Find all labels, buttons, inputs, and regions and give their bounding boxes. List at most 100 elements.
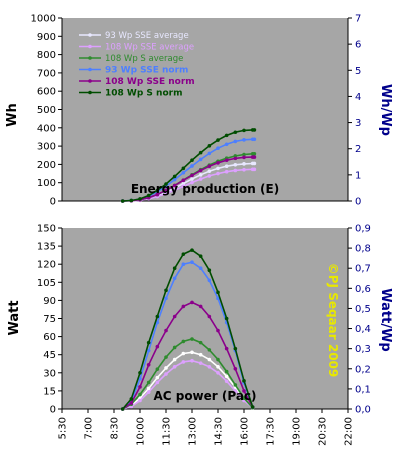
power-right-tick-label: 0,6 [355,284,371,295]
energy-point-108-wp-sse-norm [216,161,220,165]
power-x-tick-label: 7:00 [84,417,95,439]
power-series-93-wp-sse-average [122,351,254,410]
power-point-108-wp-s-norm [129,397,134,401]
power-x-tick-label: 14:30 [214,417,225,446]
energy-point-93-wp-sse-norm [181,170,186,175]
power-point-108-wp-s-average [198,340,203,345]
power-point-108-wp-s-average [146,380,151,385]
legend-label-108-wp-sse-norm: 108 Wp SSE norm [105,77,195,87]
energy-right-tick-label: 4 [355,92,361,103]
power-point-108-wp-sse-average [233,389,238,393]
power-point-93-wp-sse-norm [146,348,151,353]
energy-point-108-wp-sse-average [207,174,212,178]
energy-point-93-wp-sse-norm [242,138,246,142]
energy-y2label: Wh/Wp [378,84,393,136]
power-series-93-wp-sse-norm [122,261,254,410]
power-point-108-wp-s-average [155,367,160,371]
power-point-108-wp-s-norm [120,407,125,411]
power-series [120,248,255,411]
power-right-tick-label: 0,9 [355,224,371,235]
power-point-108-wp-s-norm [233,346,238,351]
power-point-93-wp-sse-average [155,375,160,380]
power-left-tick-label: 60 [43,332,56,343]
power-x-tick-label: 19:00 [292,417,303,446]
power-point-108-wp-sse-norm [216,328,220,333]
power-point-108-wp-s-average [233,383,238,387]
power-left-tick-label: 135 [37,242,56,253]
power-point-93-wp-sse-average [198,352,203,357]
power-left-tick-label: 45 [43,350,56,361]
power-point-93-wp-sse-average [181,351,186,356]
power-point-108-wp-sse-average [164,372,168,376]
legend-label-93-wp-sse-average: 93 Wp SSE average [105,31,189,41]
power-right-tick-label: 0,1 [355,384,371,395]
power-x-tick-label: 16:00 [240,417,251,446]
power-point-108-wp-sse-average [224,379,229,384]
power-right-ticks: 0,0 0,1 0,2 0,3 0,4 0,5 0,6 0,7 0,8 0,9 [348,224,371,416]
power-right-tick-label: 0,2 [355,364,371,375]
energy-left-tick-label: 500 [37,105,56,116]
power-point-108-wp-sse-average [190,358,194,363]
power-point-108-wp-s-average [164,355,168,359]
power-point-108-wp-sse-norm [146,362,151,367]
energy-point-93-wp-sse-norm [190,164,194,168]
energy-point-108-wp-sse-average [164,191,168,196]
power-point-108-wp-sse-norm [198,304,203,309]
power-right-tick-label: 0,3 [355,344,371,355]
power-point-108-wp-s-average [224,369,229,374]
energy-point-93-wp-sse-average [233,162,238,167]
energy-point-108-wp-sse-average [172,188,177,193]
energy-point-108-wp-s-norm [120,199,125,203]
power-point-108-wp-s-norm [207,268,212,273]
power-point-108-wp-sse-average [146,390,151,394]
power-point-108-wp-sse-norm [172,314,177,319]
power-point-108-wp-s-average [216,357,220,362]
energy-point-108-wp-s-norm [252,128,257,132]
energy-point-93-wp-sse-average [181,181,186,186]
power-left-ticks: 0 15 30 45 60 75 90 105 120 135 150 [37,224,62,416]
energy-point-108-wp-s-norm [172,174,177,179]
legend-label-93-wp-sse-norm: 93 Wp SSE norm [105,66,188,76]
energy-point-108-wp-s-norm [207,144,212,148]
power-left-tick-label: 150 [37,224,56,235]
power-point-108-wp-s-norm [190,248,194,252]
legend-label-108-wp-s-norm: 108 Wp S norm [105,89,182,99]
energy-left-tick-label: 700 [37,68,56,79]
power-point-93-wp-sse-average [164,366,168,370]
energy-right-tick-label: 5 [355,66,361,77]
energy-point-108-wp-s-norm [129,198,134,203]
energy-right-tick-label: 2 [355,144,361,155]
energy-point-93-wp-sse-norm [172,177,177,182]
power-point-108-wp-s-average [181,339,186,344]
energy-chart: 0 100 200 300 400 500 600 700 800 900 1000 0 1 2 3 4 5 6… [5,14,393,208]
power-point-108-wp-sse-norm [233,366,238,371]
power-point-108-wp-s-norm [138,371,142,375]
power-point-108-wp-sse-norm [155,344,160,349]
power-point-108-wp-sse-norm [207,314,212,319]
energy-point-93-wp-sse-average [224,164,229,169]
legend-marker-93-wp-sse-average [88,33,92,37]
power-left-tick-label: 15 [43,386,56,397]
energy-point-108-wp-sse-average [224,169,229,174]
energy-left-tick-label: 600 [37,87,56,98]
energy-point-108-wp-s-norm [190,158,194,163]
legend-marker-93-wp-sse-norm [88,67,92,72]
power-point-108-wp-sse-average [198,361,203,365]
energy-right-tick-label: 6 [355,40,361,51]
legend-marker-108-wp-sse-norm [88,79,92,83]
power-point-93-wp-sse-norm [164,296,168,301]
power-point-108-wp-s-norm [242,379,246,383]
energy-point-93-wp-sse-norm [224,142,229,147]
energy-point-108-wp-sse-average [216,171,220,176]
energy-point-108-wp-sse-norm [207,164,212,169]
energy-title: Energy production (E) [131,182,279,196]
power-right-tick-label: 0,0 [355,405,371,416]
energy-point-93-wp-sse-norm [207,151,212,156]
power-left-tick-label: 75 [43,314,56,325]
energy-point-108-wp-s-norm [216,138,220,142]
energy-point-108-wp-sse-norm [181,178,186,183]
legend-marker-108-wp-sse-average [88,44,92,49]
power-point-108-wp-sse-norm [129,401,134,405]
